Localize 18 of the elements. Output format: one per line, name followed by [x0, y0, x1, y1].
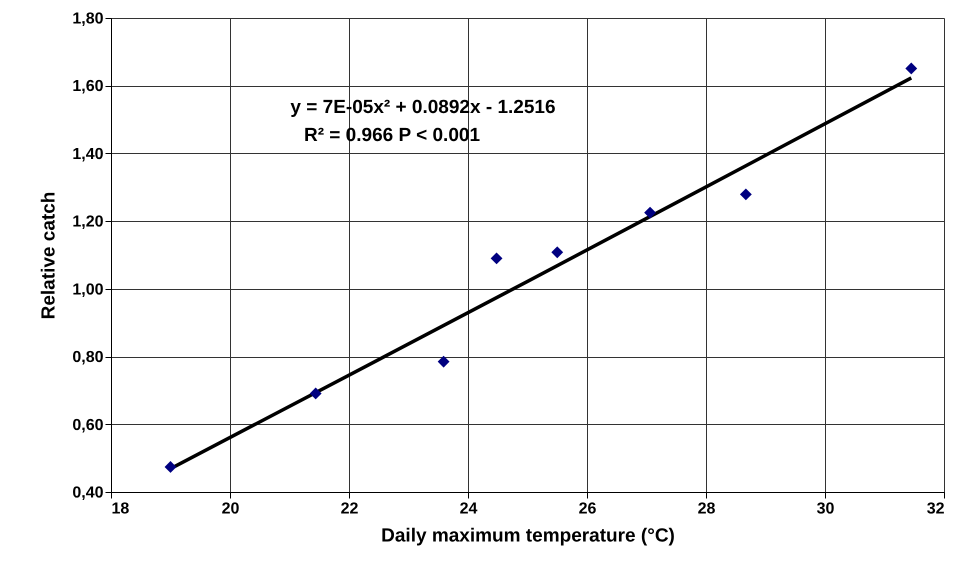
- y-tick-label: 1,00: [72, 281, 104, 298]
- x-tick-label: 28: [698, 500, 716, 518]
- y-tick-label: 1,60: [72, 78, 104, 96]
- x-axis-title: Daily maximum temperature (°C): [381, 526, 675, 546]
- y-tick-label: 1,80: [72, 10, 104, 28]
- y-tick-label: 0,40: [72, 484, 104, 502]
- x-tick-label: 32: [926, 500, 945, 518]
- y-tick-label: 1,20: [72, 214, 104, 231]
- x-tick-label: 22: [340, 500, 358, 518]
- x-tick-label: 26: [578, 500, 596, 518]
- x-tick-label: 18: [112, 500, 130, 518]
- y-axis-title: Relative catch: [38, 192, 60, 320]
- x-tick-label: 20: [222, 500, 240, 518]
- x-tick-label: 30: [816, 500, 834, 518]
- y-tick-label: 0,60: [72, 416, 104, 434]
- x-tick-label: 24: [460, 500, 478, 518]
- y-tick-label: 0,80: [72, 349, 104, 366]
- y-tick-label: 1,40: [72, 146, 104, 163]
